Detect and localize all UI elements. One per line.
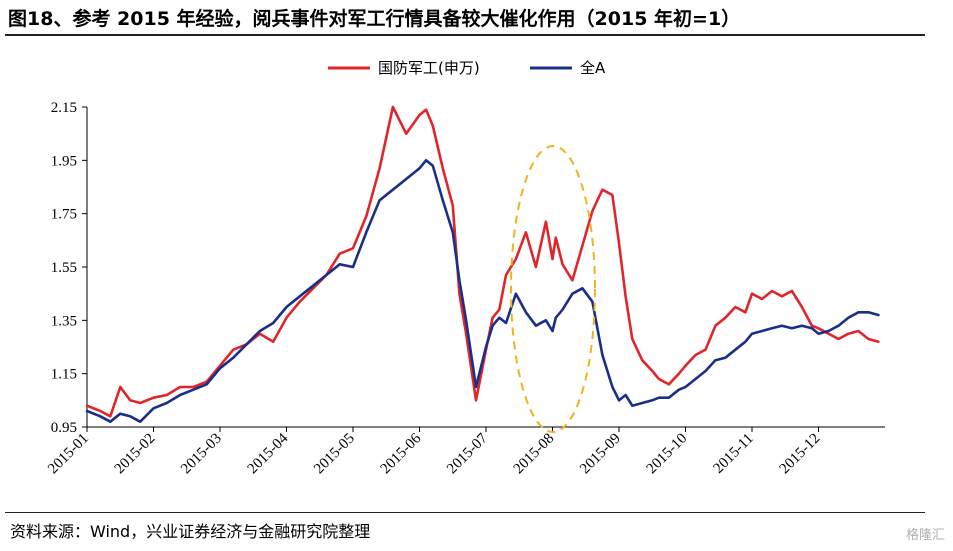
watermark: 格隆汇 bbox=[905, 528, 945, 543]
x-tick-label: 2015-08 bbox=[511, 431, 558, 478]
x-tick-label: 2015-01 bbox=[45, 431, 92, 478]
x-tick-label: 2015-03 bbox=[178, 431, 225, 478]
x-tick-label: 2015-07 bbox=[444, 430, 491, 477]
y-tick-label: 1.95 bbox=[51, 153, 77, 169]
x-tick-label: 2015-04 bbox=[245, 430, 292, 477]
y-tick-label: 1.35 bbox=[51, 313, 77, 329]
legend-label-all-a: 全A bbox=[580, 59, 606, 77]
x-axis-ticks: 2015-01 2015-02 2015-03 2015-04 2015-05 2015-… bbox=[45, 427, 823, 477]
series-group bbox=[85, 105, 880, 424]
series-line-defense bbox=[85, 105, 880, 418]
y-tick-label: 2.15 bbox=[51, 100, 77, 116]
x-tick-label: 2015-05 bbox=[311, 431, 358, 478]
source-note: 资料来源：Wind，兴业证券经济与金融研究院整理 bbox=[10, 522, 371, 541]
axes bbox=[86, 107, 885, 428]
source-rule bbox=[5, 512, 925, 513]
x-tick-label: 2015-06 bbox=[378, 430, 425, 477]
line-chart: 国防军工(申万) 全A 0.95 1.15 1.35 1.55 1.75 1.95 2.15… bbox=[45, 59, 885, 477]
y-tick-label: 1.75 bbox=[51, 207, 77, 223]
x-tick-label: 2015-11 bbox=[711, 431, 757, 477]
legend: 国防军工(申万) 全A bbox=[328, 59, 606, 77]
highlight-ellipse bbox=[510, 145, 596, 433]
y-axis-ticks: 0.95 1.15 1.35 1.55 1.75 1.95 2.15 bbox=[51, 100, 87, 436]
x-tick-label: 2015-02 bbox=[112, 431, 159, 478]
legend-label-defense: 国防军工(申万) bbox=[378, 59, 480, 77]
y-tick-label: 1.55 bbox=[51, 260, 77, 276]
x-tick-label: 2015-09 bbox=[577, 431, 624, 478]
chart-title: 图18、参考 2015 年经验，阅兵事件对军工行情具备较大催化作用（2015 年… bbox=[8, 8, 741, 30]
y-tick-label: 0.95 bbox=[51, 420, 77, 436]
x-tick-label: 2015-12 bbox=[777, 431, 824, 478]
title-rule bbox=[5, 34, 925, 36]
y-tick-label: 1.15 bbox=[51, 367, 77, 383]
x-tick-label: 2015-10 bbox=[644, 431, 691, 478]
series-line-all-a bbox=[85, 159, 880, 424]
